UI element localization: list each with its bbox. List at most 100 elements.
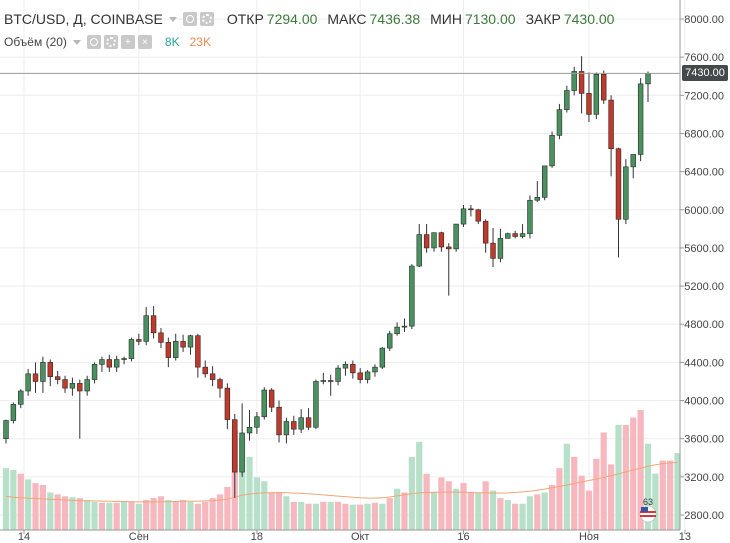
volume-settings-gear-icon[interactable] [103,35,118,49]
volume-bar [305,503,312,530]
candle-body [268,389,275,408]
candle [313,379,319,430]
candle-body [261,389,267,418]
volume-bar [98,502,106,530]
volume-bar [445,481,452,530]
candle-body [623,166,629,220]
volume-bar [667,460,674,530]
volume-buy-value: 8K [164,35,180,49]
candle [379,347,386,370]
volume-bar [172,501,179,530]
settings-gear-icon[interactable] [199,12,214,26]
x-tick-label: Ноя [579,531,599,543]
candle-body [77,383,83,392]
volume-bar [556,468,563,530]
candle-body [482,220,489,244]
candle [158,328,164,349]
volume-bar [342,503,349,530]
volume-bar [47,492,54,530]
candle-body [527,199,533,234]
candle-body [187,335,194,348]
candle-body [630,154,636,168]
candle-body [505,233,511,239]
candle-body [578,71,585,94]
candle [232,413,238,498]
volume-bar [453,488,460,530]
candle-body [143,315,149,342]
volume-bar [334,501,342,530]
candle-body [202,366,208,375]
high-value: 7436.38 [369,11,421,27]
visibility-eye-icon[interactable] [182,12,197,26]
close-label: ЗАКР [525,11,561,27]
candle [305,408,312,431]
volume-bar [17,473,24,530]
candle-body [460,208,467,225]
volume-remove-icon[interactable]: × [137,35,152,49]
volume-bar [327,501,334,530]
candle-body [158,332,164,343]
candle-body [401,325,408,328]
candle-body [18,390,24,405]
volume-bar [239,438,246,530]
volume-collapse-icon[interactable] [72,39,81,45]
candle-body [601,74,607,101]
volume-bar [600,432,607,530]
volume-bar [526,496,534,530]
candle [224,383,231,430]
low-value: 7130.00 [464,11,516,27]
candle [47,359,53,387]
candle [475,208,481,225]
us-flag-icon[interactable]: 63 [634,497,662,523]
volume-indicator-title[interactable]: Объём (20) [4,35,67,49]
candle [468,205,474,217]
candle [556,103,563,140]
volume-visibility-eye-icon[interactable] [86,35,101,49]
volume-bar [320,501,327,530]
y-tick-label: 4000.00 [684,396,724,408]
candle-body [372,366,378,373]
candle-body [298,417,304,430]
price-axis[interactable]: 8000.00 7600.00 7200.00 6800.00 6400.00 6000.… [679,0,724,530]
candle [416,224,422,267]
candle [505,232,511,239]
candle-body [224,387,231,420]
volume-bar [578,475,585,530]
candle [446,243,452,296]
candle [482,219,489,253]
candle [423,224,430,253]
candle-body [246,426,253,434]
candle-body [276,406,282,436]
candle [121,356,127,365]
volume-bar [275,492,283,530]
volume-legend: Объём (20) + × 8K 23K [4,35,211,49]
candle [549,131,555,168]
candle [276,400,282,443]
candle [615,147,622,258]
time-axis[interactable]: 14 Сен 18 Окт 16 Ноя 13 [0,529,691,543]
candle-body [357,372,363,380]
volume-add-icon[interactable]: + [120,35,135,49]
volume-bar [268,492,275,530]
candle [578,56,585,114]
volume-bar [69,497,76,530]
volume-bar [608,464,615,530]
volume-bar [143,500,150,530]
volume-bar [32,483,39,530]
volume-bar [209,498,216,530]
symbol-title[interactable]: BTC/USD, Д, COINBASE [4,11,163,27]
volume-bar [497,498,504,530]
candle-body [564,90,570,110]
candle [298,409,304,433]
candle-body [512,233,518,237]
candle-body [541,165,548,198]
y-tick-label: 3600.00 [684,434,724,446]
volume-bar [128,501,135,530]
candle [291,415,297,435]
legend-collapse-icon[interactable] [168,16,177,22]
candle [327,374,334,396]
y-tick-label: 5200.00 [684,281,724,293]
candle-body [291,421,297,430]
candle-body [342,363,349,369]
